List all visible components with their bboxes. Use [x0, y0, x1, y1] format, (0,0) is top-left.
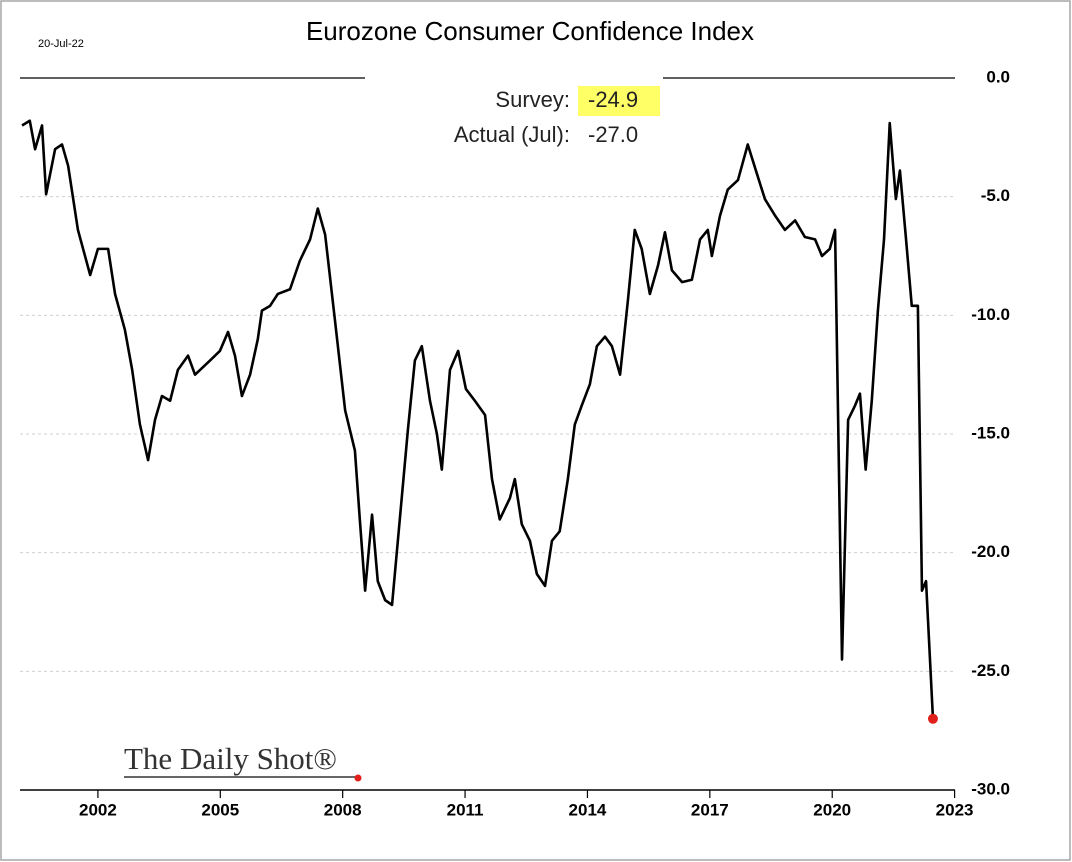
x-tick-label: 2005 — [201, 800, 239, 819]
survey-value: -24.9 — [588, 87, 638, 112]
y-tick-label: -25.0 — [971, 661, 1010, 680]
series-line — [21, 119, 935, 719]
y-tick-label: -5.0 — [981, 186, 1010, 205]
actual-label: Actual (Jul): — [454, 122, 570, 147]
survey-label: Survey: — [495, 87, 570, 112]
survey-highlight — [578, 86, 660, 116]
y-tick-label: -15.0 — [971, 423, 1010, 442]
actual-value: -27.0 — [588, 122, 638, 147]
watermark: The Daily Shot® — [124, 741, 337, 776]
y-tick-label: 0.0 — [986, 67, 1010, 86]
y-tick-label: -20.0 — [971, 542, 1010, 561]
y-tick-label: -10.0 — [971, 305, 1010, 324]
x-tick-label: 2008 — [324, 800, 362, 819]
x-tick-label: 2002 — [79, 800, 117, 819]
x-tick-label: 2023 — [936, 800, 974, 819]
x-tick-label: 2020 — [813, 800, 851, 819]
x-tick-label: 2014 — [569, 800, 607, 819]
date-label: 20-Jul-22 — [38, 38, 84, 50]
y-tick-label: -30.0 — [971, 779, 1010, 798]
x-tick-label: 2017 — [691, 800, 729, 819]
chart-title: Eurozone Consumer Confidence Index — [306, 16, 754, 46]
last-point — [927, 713, 938, 724]
x-tick-label: 2011 — [447, 800, 484, 819]
watermark-dot — [354, 774, 362, 782]
